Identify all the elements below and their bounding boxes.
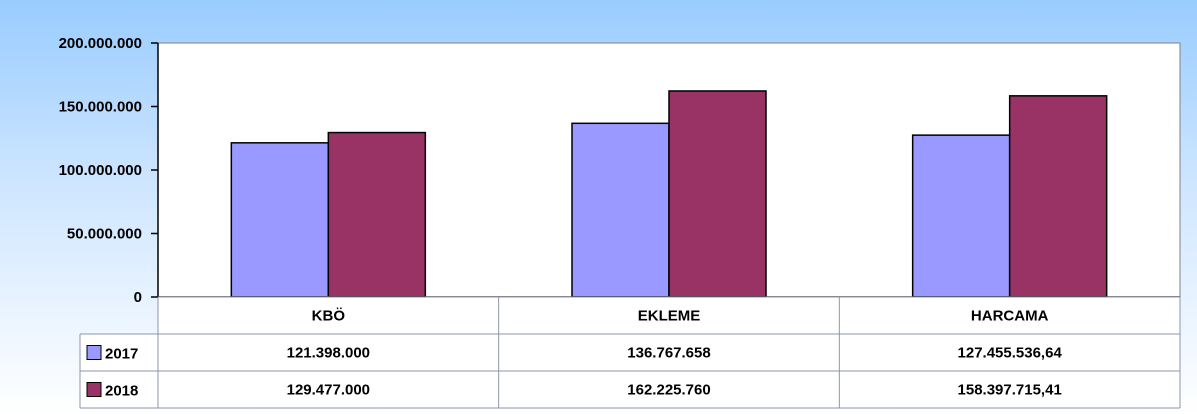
data-table-value: 129.477.000 <box>287 382 370 399</box>
legend-key-2017 <box>86 345 102 360</box>
x-category-label: KBÖ <box>312 308 346 325</box>
legend-key-2018 <box>86 382 102 397</box>
y-tick-label: 200.000.000 <box>59 35 142 52</box>
y-tick-label: 50.000.000 <box>67 226 142 243</box>
bar-2017 <box>230 142 330 298</box>
bar-2018 <box>1008 95 1108 298</box>
data-table-value: 127.455.536,64 <box>958 345 1063 362</box>
y-tick-label: 150.000.000 <box>59 99 142 116</box>
data-table-value: 136.767.658 <box>627 345 710 362</box>
x-category-label: EKLEME <box>638 308 701 325</box>
legend-label: 2017 <box>105 346 138 363</box>
bar-2018 <box>668 90 767 298</box>
data-table-value: 121.398.000 <box>287 345 370 362</box>
legend-label: 2018 <box>105 383 138 400</box>
bar-2017 <box>571 122 670 298</box>
bar-2017 <box>911 134 1011 298</box>
data-table-background <box>158 297 1180 408</box>
data-table-value: 162.225.760 <box>627 382 710 399</box>
bar-2018 <box>327 131 427 298</box>
x-category-label: HARCAMA <box>971 308 1049 325</box>
data-table-value: 158.397.715,41 <box>958 382 1062 399</box>
y-tick-label: 100.000.000 <box>59 162 142 179</box>
y-tick-label: 0 <box>134 289 142 306</box>
